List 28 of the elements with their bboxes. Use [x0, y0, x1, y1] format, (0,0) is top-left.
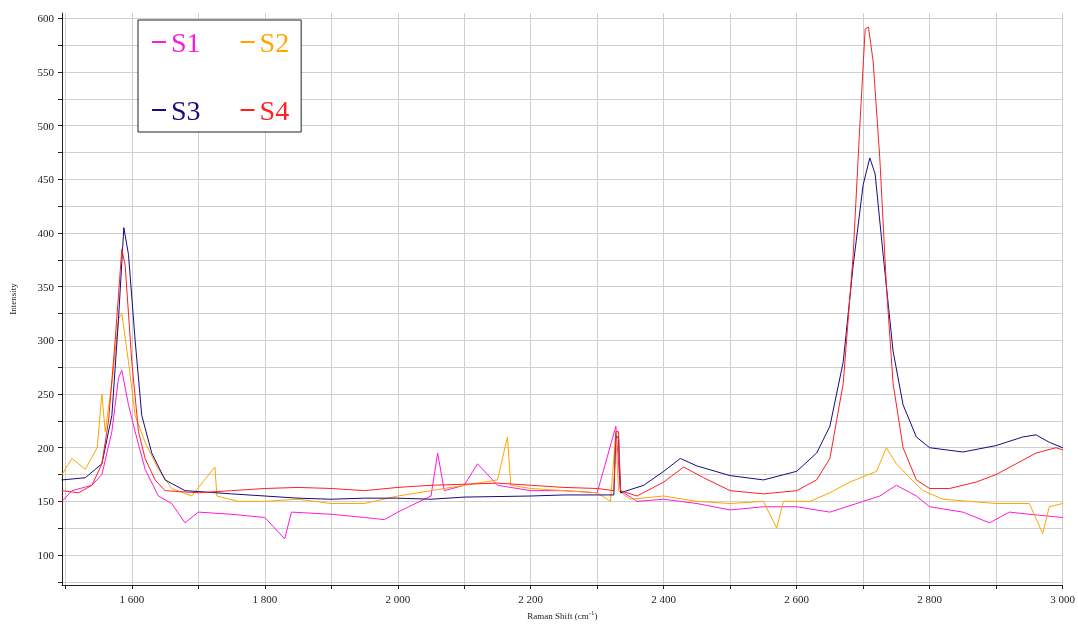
x-tick-label: 2 200 — [518, 592, 544, 605]
y-tick-label: 400 — [37, 227, 55, 240]
x-tick-label: 2 400 — [651, 592, 677, 605]
x-tick-label: 3 000 — [1050, 592, 1076, 605]
legend-label: S3 — [171, 94, 201, 126]
y-tick-label: 150 — [37, 495, 55, 508]
y-axis-title: Intensity — [7, 282, 18, 315]
y-tick-label: 600 — [37, 12, 55, 25]
y-tick-label: 100 — [37, 549, 55, 562]
y-tick-label: 450 — [37, 173, 55, 186]
x-tick-label: 2 600 — [784, 592, 810, 605]
line-series — [61, 313, 1064, 535]
x-tick-label: 1 600 — [119, 592, 145, 605]
line-series — [61, 369, 1064, 540]
y-tick-label: 500 — [37, 119, 55, 132]
x-tick-label: 2 800 — [917, 592, 943, 605]
y-tick-label: 300 — [37, 334, 55, 347]
line-series — [61, 26, 1064, 497]
y-tick-label: 550 — [37, 66, 55, 79]
legend-label: S1 — [171, 26, 201, 58]
x-tick-label: 1 800 — [252, 592, 278, 605]
y-tick-label: 350 — [37, 280, 55, 293]
legend-label: S4 — [259, 94, 290, 126]
legend-label: S2 — [259, 26, 290, 58]
line-series — [61, 157, 1064, 500]
y-tick-label: 250 — [37, 388, 55, 401]
x-tick-label: 2 000 — [385, 592, 411, 605]
y-tick-label: 200 — [37, 441, 55, 454]
